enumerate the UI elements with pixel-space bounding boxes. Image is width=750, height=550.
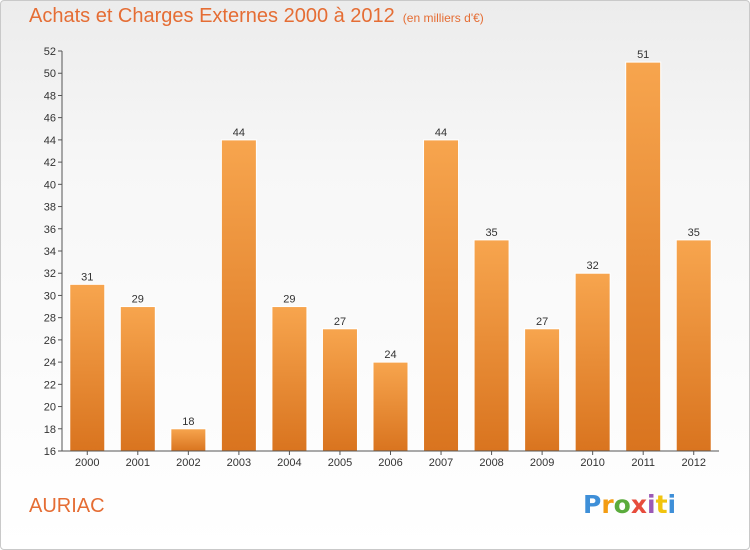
chart-subtitle: (en milliers d'€) [402, 11, 484, 25]
x-tick-label: 2009 [530, 457, 554, 469]
bar-value-label: 35 [688, 227, 700, 239]
x-tick-label: 2004 [277, 457, 301, 469]
bar-value-label: 27 [334, 316, 346, 328]
logo-letter: i [667, 490, 677, 519]
bar-value-label: 24 [384, 349, 396, 361]
bar-2004 [271, 306, 308, 452]
bar-2011 [625, 61, 662, 452]
x-tick-label: 2011 [631, 457, 655, 469]
y-tick-label: 40 [44, 179, 56, 191]
proxiti-logo: Proxiti [583, 490, 676, 519]
y-tick-label: 26 [44, 335, 56, 347]
bar-2003 [220, 139, 257, 452]
y-tick-label: 38 [44, 202, 56, 214]
chart-title-text: Achats et Charges Externes 2000 à 2012 [29, 5, 395, 27]
x-tick-label: 2007 [429, 457, 453, 469]
bar-value-label: 51 [637, 49, 649, 61]
bar-value-label: 29 [132, 294, 144, 306]
x-tick-label: 2002 [176, 457, 200, 469]
logo-letter: t [655, 490, 668, 519]
bar-2007 [423, 139, 460, 452]
y-tick-label: 48 [44, 90, 56, 102]
x-tick-label: 2008 [479, 457, 503, 469]
bar-2009 [524, 328, 561, 452]
y-tick-label: 34 [44, 246, 56, 258]
logo-letter: o [613, 490, 631, 519]
x-tick-label: 2005 [328, 457, 352, 469]
bar-value-label: 31 [81, 271, 93, 283]
bar-2012 [675, 239, 712, 452]
bar-2008 [473, 239, 510, 452]
y-tick-label: 50 [44, 68, 56, 80]
location-name: AURIAC [29, 495, 105, 517]
axes-group: 16 18 20 22 24 26 28 30 32 34 36 38 40 42 44 46 48 50 52 20… [44, 46, 719, 469]
bar-value-label: 27 [536, 316, 548, 328]
y-tick-label: 28 [44, 313, 56, 325]
x-tick-label: 2010 [580, 457, 604, 469]
logo-letter: x [630, 490, 647, 519]
logo-letter: r [601, 490, 614, 519]
bar-value-label: 44 [233, 127, 245, 139]
bar-2001 [119, 306, 156, 452]
y-tick-label: 16 [44, 446, 56, 458]
y-tick-label: 36 [44, 224, 56, 236]
y-tick-label: 52 [44, 46, 56, 58]
bar-value-label: 44 [435, 127, 447, 139]
logo-letter: P [583, 490, 602, 519]
y-tick-label: 30 [44, 290, 56, 302]
bar-2002 [170, 428, 207, 452]
y-tick-label: 44 [44, 135, 56, 147]
bar-2010 [574, 272, 611, 452]
bar-2006 [372, 361, 409, 452]
y-tick-label: 24 [44, 357, 56, 369]
x-tick-label: 2003 [227, 457, 251, 469]
y-tick-label: 18 [44, 424, 56, 436]
bars-group: 31 29 18 44 29 27 24 44 35 27 32 51 35 [69, 49, 712, 452]
bar-value-label: 29 [283, 294, 295, 306]
x-tick-label: 2001 [126, 457, 150, 469]
x-tick-label: 2000 [75, 457, 99, 469]
bar-value-label: 35 [485, 227, 497, 239]
y-tick-label: 32 [44, 268, 56, 280]
y-tick-label: 42 [44, 157, 56, 169]
x-tick-label: 2012 [681, 457, 705, 469]
logo-letter: i [647, 490, 656, 519]
x-tick-label: 2006 [378, 457, 402, 469]
bar-value-label: 32 [587, 260, 599, 272]
y-tick-label: 46 [44, 113, 56, 125]
y-tick-label: 22 [44, 379, 56, 391]
bar-2000 [69, 283, 106, 452]
bar-2005 [321, 328, 358, 452]
chart-title: Achats et Charges Externes 2000 à 2012 (e… [29, 5, 484, 28]
bar-value-label: 18 [182, 416, 194, 428]
y-tick-label: 20 [44, 402, 56, 414]
